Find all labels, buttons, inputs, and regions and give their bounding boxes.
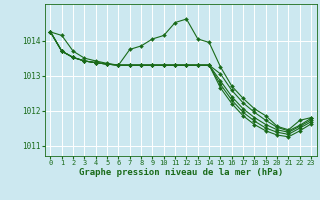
X-axis label: Graphe pression niveau de la mer (hPa): Graphe pression niveau de la mer (hPa) [79,168,283,177]
